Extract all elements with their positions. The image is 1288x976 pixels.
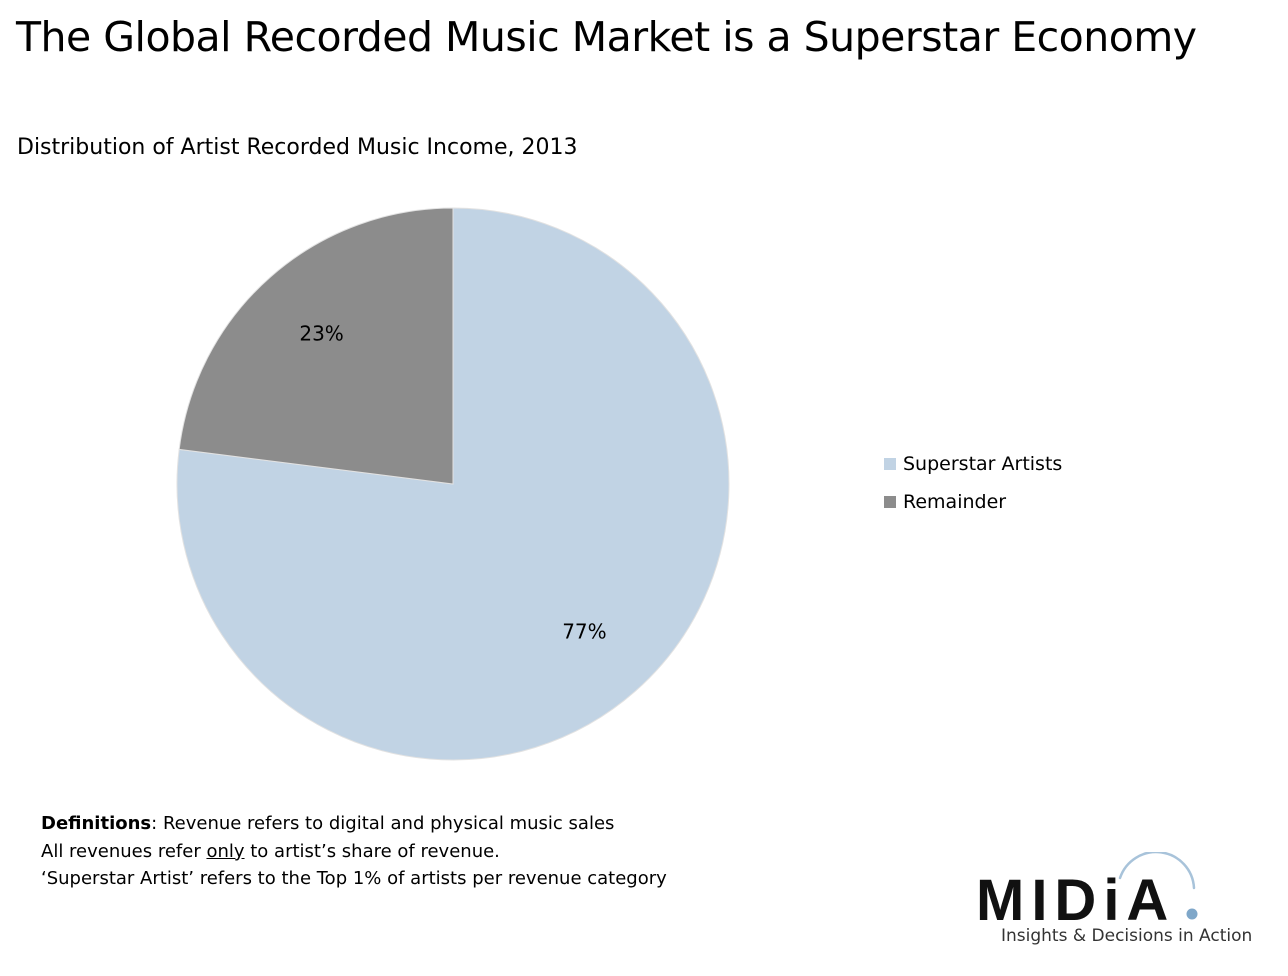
logo-tagline: Insights & Decisions in Action: [1001, 926, 1253, 946]
legend-swatch-superstar: [884, 458, 896, 470]
definitions-line-3: ‘Superstar Artist’ refers to the Top 1% …: [41, 868, 667, 889]
definitions-line-1: Definitions: Revenue refers to digital a…: [41, 810, 667, 838]
legend-item-remainder: Remainder: [884, 483, 1062, 521]
definitions-note: Definitions: Revenue refers to digital a…: [41, 810, 667, 893]
pie-label-superstar-artists: 77%: [562, 620, 606, 644]
pie-slice-remainder: [178, 207, 454, 485]
legend: Superstar Artists Remainder: [884, 445, 1062, 521]
definitions-line-2: All revenues refer only to artist’s shar…: [41, 838, 667, 866]
definitions-text: : Revenue refers to digital and physical…: [151, 813, 615, 834]
definitions-line-2-post: to artist’s share of revenue.: [244, 840, 500, 862]
legend-swatch-remainder: [884, 496, 896, 508]
legend-label-remainder: Remainder: [903, 491, 1007, 513]
legend-label-superstar: Superstar Artists: [903, 453, 1063, 475]
pie-label-remainder: 23%: [299, 321, 343, 345]
chart-title: The Global Recorded Music Market is a Su…: [16, 13, 1197, 61]
definitions-line-2-underlined: only: [206, 840, 245, 862]
logo-arc-icon: [1118, 852, 1198, 920]
definitions-line-2-pre: All revenues refer: [41, 840, 207, 862]
midia-logo: MIDiA Insights & Decisions in Action: [970, 852, 1270, 962]
legend-item-superstar: Superstar Artists: [884, 445, 1062, 483]
logo-wordmark: MIDiA: [976, 868, 1176, 933]
chart-subtitle: Distribution of Artist Recorded Music In…: [17, 135, 578, 160]
definitions-heading: Definitions: [41, 813, 152, 834]
